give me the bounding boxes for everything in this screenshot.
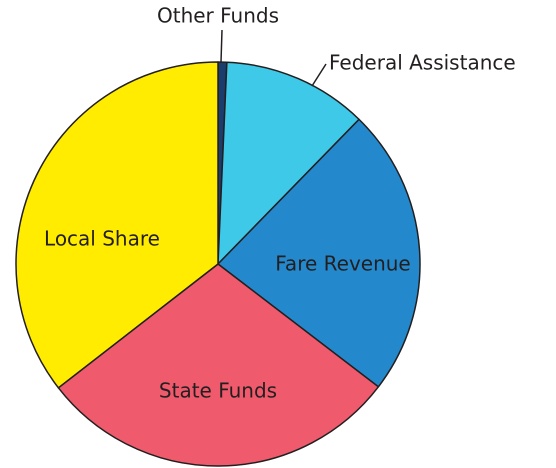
leader-line — [311, 63, 327, 87]
leader-line — [220, 29, 223, 63]
pie-slice — [57, 263, 380, 467]
slice-label: State Funds — [159, 379, 277, 403]
slice-label: Local Share — [44, 227, 160, 251]
slice-label: Other Funds — [157, 4, 279, 28]
pie-slice — [217, 118, 421, 388]
pie-slice — [15, 61, 219, 389]
pie-slice — [217, 61, 360, 265]
slice-label: Fare Revenue — [275, 252, 410, 276]
slice-label: Federal Assistance — [329, 51, 516, 75]
